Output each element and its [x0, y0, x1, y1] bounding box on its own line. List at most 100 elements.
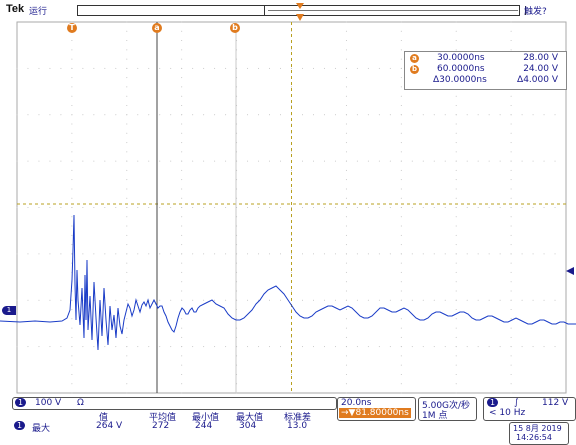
grid-dot — [456, 161, 457, 162]
grid-dot — [346, 77, 347, 78]
grid-dot — [181, 49, 182, 50]
grid-dot — [511, 96, 512, 97]
grid-dot — [148, 207, 149, 208]
grid-dot — [269, 300, 270, 301]
grid-dot — [126, 31, 127, 32]
grid-dot — [456, 300, 457, 301]
grid-dot — [489, 253, 490, 254]
grid-dot — [269, 346, 270, 347]
grid-dot — [71, 309, 72, 310]
grid-dot — [181, 290, 182, 291]
grid-dot — [60, 346, 61, 347]
grid-dot — [346, 68, 347, 69]
grid-dot — [313, 68, 314, 69]
grid-dot — [93, 207, 94, 208]
grid-dot — [346, 263, 347, 264]
grid-dot — [511, 309, 512, 310]
grid-dot — [203, 300, 204, 301]
trigger-level-marker[interactable] — [296, 14, 304, 21]
cursor-a-icon: a — [410, 54, 419, 63]
cursor-b-value: 24.00 V — [523, 64, 558, 74]
grid-dot — [511, 337, 512, 338]
grid-dot — [115, 161, 116, 162]
grid-dot — [148, 346, 149, 347]
grid-dot — [126, 40, 127, 41]
oscilloscope-display[interactable]: T a b 1 a 30.0000ns 28.00 V b 60.0000ns … — [0, 20, 576, 397]
grid-dot — [456, 355, 457, 356]
cursor-b-marker[interactable]: b — [230, 23, 240, 33]
grid-dot — [302, 300, 303, 301]
grid-dot — [500, 300, 501, 301]
grid-dot — [269, 207, 270, 208]
grid-dot — [71, 207, 72, 208]
grid-dot — [346, 151, 347, 152]
grid-dot — [214, 114, 215, 115]
grid-dot — [456, 96, 457, 97]
grid-dot — [126, 96, 127, 97]
grid-dot — [181, 337, 182, 338]
grid-dot — [500, 346, 501, 347]
grid-dot — [17, 346, 18, 347]
grid-dot — [346, 328, 347, 329]
grid-dot — [181, 198, 182, 199]
grid-dot — [335, 161, 336, 162]
channel-1-scale-box[interactable]: 1 100 V Ω — [12, 397, 337, 410]
grid-dot — [401, 300, 402, 301]
grid-dot — [291, 151, 292, 152]
grid-dot — [511, 22, 512, 23]
grid-dot — [456, 133, 457, 134]
grid-dot — [423, 300, 424, 301]
grid-dot — [181, 161, 182, 162]
grid-dot — [302, 346, 303, 347]
grid-dot — [203, 161, 204, 162]
timebase-box[interactable]: 20.0ns →▼81.80000ns — [337, 397, 416, 421]
trigger-level-arrow[interactable] — [566, 267, 574, 275]
grid-dot — [247, 207, 248, 208]
grid-dot — [181, 393, 182, 394]
measurement-box[interactable]: 值 平均值 最小值 最大值 标准差 1 最大 264 V 272 244 304… — [12, 410, 335, 432]
grid-dot — [346, 142, 347, 143]
grid-dot — [115, 346, 116, 347]
grid-dot — [126, 290, 127, 291]
grid-dot — [137, 68, 138, 69]
grid-dot — [181, 207, 182, 208]
grid-dot — [346, 244, 347, 245]
grid-dot — [27, 300, 28, 301]
grid-dot — [302, 68, 303, 69]
grid-dot — [71, 40, 72, 41]
grid-dot — [555, 346, 556, 347]
grid-dot — [456, 124, 457, 125]
grid-dot — [214, 68, 215, 69]
grid-dot — [401, 290, 402, 291]
acquisition-box[interactable]: 5.00G次/秒 1M 点 — [418, 397, 477, 421]
grid-dot — [390, 207, 391, 208]
cursor-a-marker[interactable]: a — [152, 23, 162, 33]
grid-dot — [544, 346, 545, 347]
grid-dot — [126, 226, 127, 227]
channel-1-ground-marker[interactable]: 1 — [2, 306, 16, 315]
grid-dot — [346, 198, 347, 199]
grid-dot — [357, 300, 358, 301]
grid-dot — [280, 253, 281, 254]
grid-dot — [126, 383, 127, 384]
grid-dot — [247, 161, 248, 162]
grid-dot — [302, 207, 303, 208]
grid-dot — [291, 49, 292, 50]
grid-dot — [126, 142, 127, 143]
trigger-box[interactable]: 1 ∫ 112 V < 10 Hz — [483, 397, 576, 421]
grid-dot — [126, 337, 127, 338]
grid-dot — [126, 198, 127, 199]
grid-dot — [17, 300, 18, 301]
grid-dot — [17, 114, 18, 115]
grid-dot — [181, 226, 182, 227]
grid-dot — [324, 68, 325, 69]
grid-dot — [456, 31, 457, 32]
grid-dot — [280, 346, 281, 347]
grid-dot — [181, 346, 182, 347]
grid-dot — [544, 161, 545, 162]
trigger-position-marker[interactable]: T — [67, 23, 77, 33]
grid-dot — [533, 346, 534, 347]
grid-dot — [511, 300, 512, 301]
grid-dot — [555, 253, 556, 254]
grid-dot — [401, 365, 402, 366]
